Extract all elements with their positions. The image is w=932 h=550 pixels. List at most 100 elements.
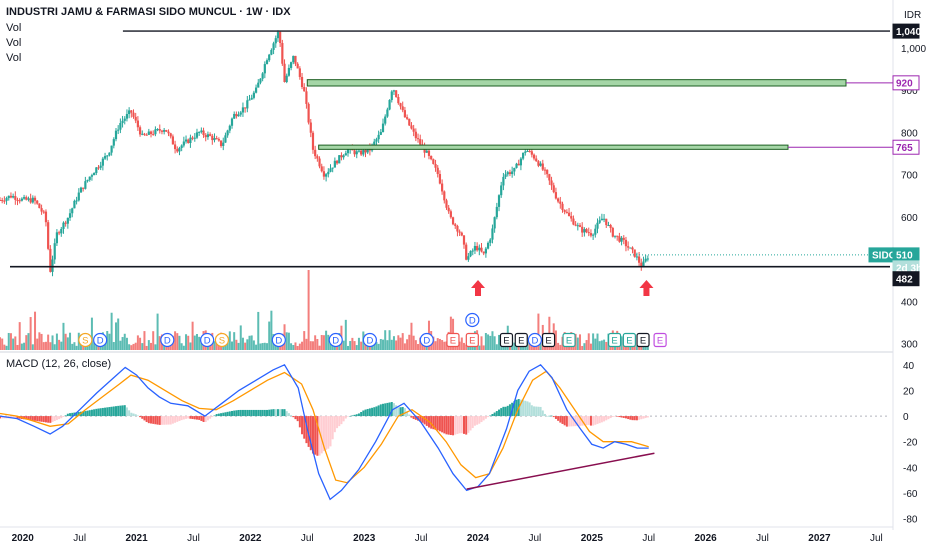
volume-legend-2[interactable]: Vol xyxy=(6,37,22,49)
volume-bar xyxy=(7,332,10,350)
candle-body xyxy=(143,133,146,135)
macd-trendline[interactable] xyxy=(466,452,655,490)
macd-histogram-bar xyxy=(570,416,573,427)
time-tick-label: Jul xyxy=(415,533,428,544)
event-marker-10[interactable] xyxy=(446,332,460,348)
candle-body xyxy=(16,199,19,201)
volume-bar xyxy=(403,343,406,350)
volume-bar xyxy=(557,342,560,350)
event-marker-9[interactable] xyxy=(419,332,434,348)
volume-bar xyxy=(589,343,592,350)
macd-histogram-bar xyxy=(226,411,229,417)
candle-body xyxy=(209,134,212,136)
event-marker-18[interactable] xyxy=(607,332,622,348)
event-marker-14[interactable] xyxy=(514,332,528,348)
zone-765[interactable] xyxy=(318,144,789,150)
volume-bar xyxy=(438,338,441,350)
event-marker-5[interactable] xyxy=(214,332,230,348)
event-marker-6[interactable] xyxy=(271,332,286,348)
candle-body xyxy=(9,195,13,198)
macd-histogram-bar xyxy=(489,415,492,417)
volume-bar xyxy=(482,345,485,350)
time-tick-label: Jul xyxy=(529,533,542,544)
candle-body xyxy=(346,149,350,154)
candle-body xyxy=(624,239,628,247)
candle-body xyxy=(451,217,455,225)
event-marker-19[interactable] xyxy=(622,332,636,348)
event-marker-1[interactable] xyxy=(78,332,93,348)
volume-bar xyxy=(178,335,181,350)
event-marker-11[interactable] xyxy=(465,332,479,348)
candle-body xyxy=(576,225,579,227)
event-markers[interactable]: S D D D S D D D D E EDE E D E E E E E E xyxy=(78,312,667,348)
candle-body xyxy=(427,150,431,156)
volume-bar xyxy=(235,339,238,350)
macd-histogram-bar xyxy=(576,416,579,426)
event-marker-16[interactable] xyxy=(541,332,556,348)
event-marker-21[interactable] xyxy=(653,332,667,348)
candle-body xyxy=(646,258,649,260)
candle-body xyxy=(274,38,277,44)
macd-histogram-bar xyxy=(51,416,54,422)
volume-bar xyxy=(377,343,380,350)
macd-legend[interactable]: MACD (12, 26, close) xyxy=(6,358,112,370)
badge-920-text: 920 xyxy=(896,79,913,90)
candle-body xyxy=(132,112,135,117)
candle-body xyxy=(513,167,516,172)
event-marker-13[interactable] xyxy=(499,332,514,348)
macd-histogram-bar xyxy=(480,416,483,423)
candle-body xyxy=(276,32,280,39)
event-marker-8[interactable] xyxy=(362,332,377,348)
volume-bar xyxy=(193,335,196,350)
candle-body xyxy=(613,235,617,237)
candle-body xyxy=(169,133,172,137)
candle-body xyxy=(581,226,584,233)
macd-histogram-bar xyxy=(128,410,131,417)
volume-bar xyxy=(209,344,212,350)
candle-body xyxy=(250,97,253,100)
macd-histogram-bar xyxy=(644,416,647,419)
candle-body xyxy=(511,171,514,175)
candle-body xyxy=(640,262,643,268)
volume-legend-1[interactable]: Vol xyxy=(6,22,22,34)
candle-body xyxy=(620,237,623,242)
volume-bar xyxy=(287,332,290,350)
event-marker-12[interactable] xyxy=(465,312,480,328)
event-marker-7[interactable] xyxy=(328,332,343,348)
macd-histogram-bar xyxy=(344,416,347,419)
macd-histogram-bar xyxy=(112,406,115,417)
candle-body xyxy=(289,62,293,68)
zone-920[interactable] xyxy=(306,79,847,87)
candle-body xyxy=(246,100,249,109)
macd-histogram-bar xyxy=(622,416,625,418)
event-marker-17[interactable] xyxy=(562,332,576,348)
event-marker-20[interactable] xyxy=(636,332,650,348)
candle-body xyxy=(202,130,205,136)
volume-bar xyxy=(559,344,562,350)
volume-bar xyxy=(119,340,122,350)
volume-bar xyxy=(445,341,448,350)
volume-bar xyxy=(329,340,332,350)
horizontal-levels[interactable] xyxy=(10,30,893,268)
volume-bar xyxy=(134,342,137,350)
macd-histogram-bar xyxy=(471,416,474,429)
macd-histogram-bar xyxy=(141,416,144,419)
event-marker-5-label: S xyxy=(219,336,225,347)
macd-histogram-bar xyxy=(386,402,389,417)
volume-bar xyxy=(434,341,437,350)
candle-body xyxy=(145,134,148,136)
macd-histogram-bar xyxy=(414,416,417,420)
volume-legend-3[interactable]: Vol xyxy=(6,52,22,64)
macd-histogram-bar xyxy=(482,416,485,421)
event-marker-3[interactable] xyxy=(160,332,175,348)
event-marker-4[interactable] xyxy=(200,332,215,348)
candle-body xyxy=(541,163,544,170)
event-marker-15[interactable] xyxy=(527,332,543,348)
candle-body xyxy=(322,171,326,177)
candle-body xyxy=(189,137,192,144)
volume-bar xyxy=(239,325,242,350)
event-marker-2[interactable] xyxy=(93,332,108,348)
candle-body xyxy=(460,232,463,236)
macd-histogram-bar xyxy=(349,416,352,417)
